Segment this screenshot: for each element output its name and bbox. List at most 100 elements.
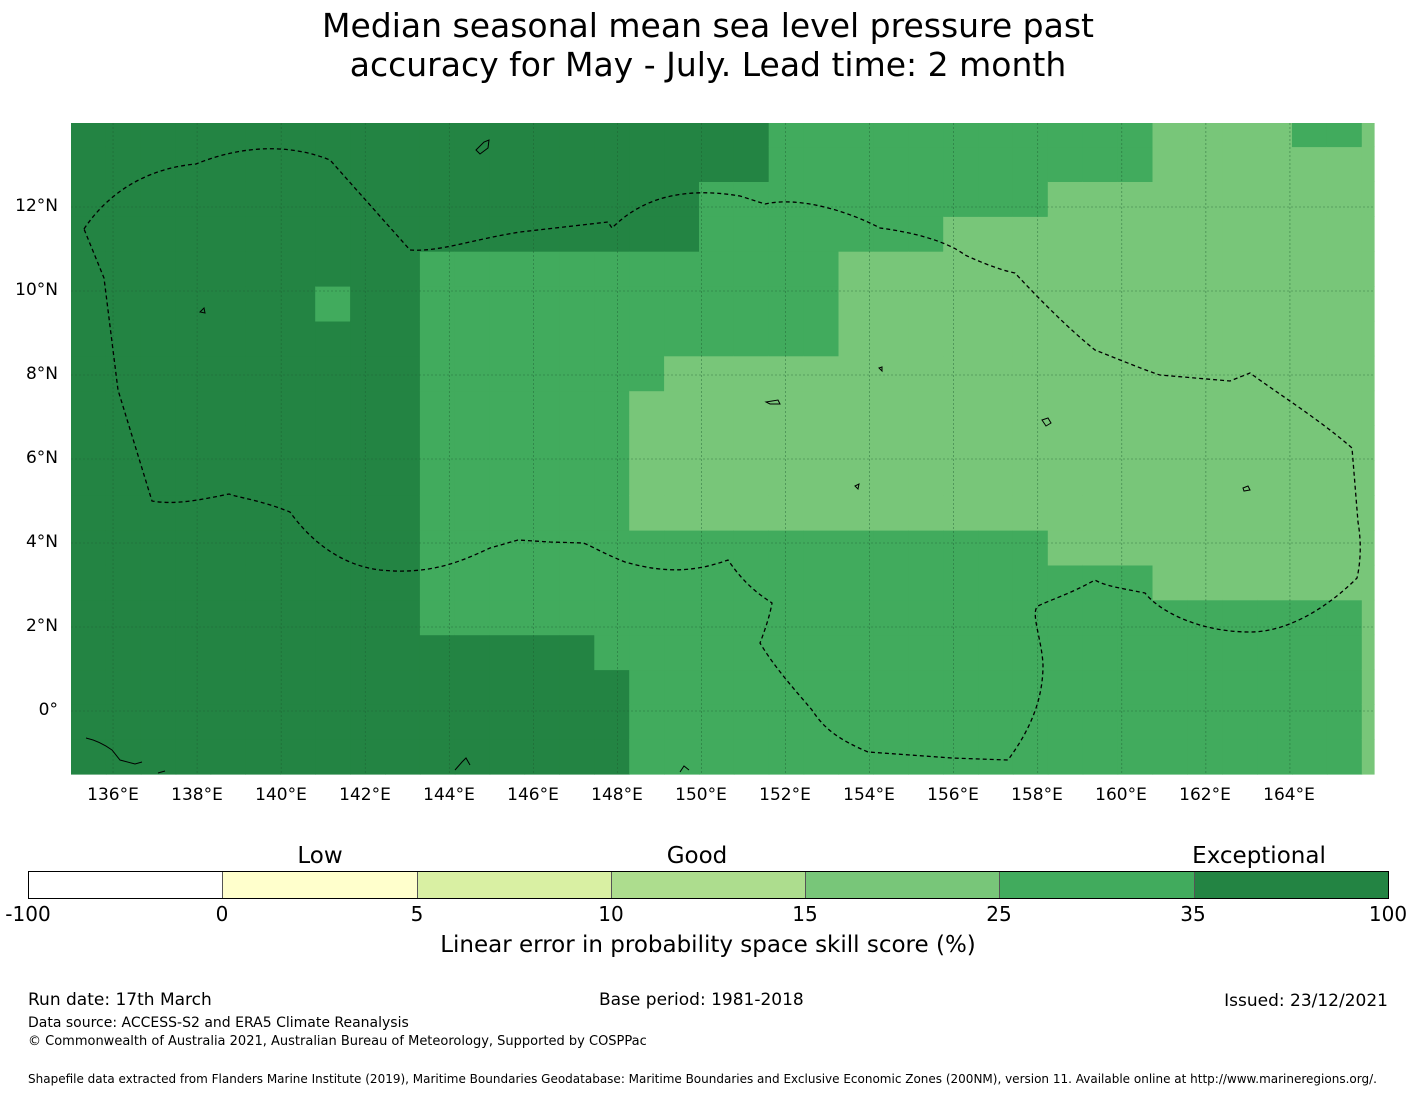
skill-cell (524, 669, 560, 705)
skill-cells (71, 123, 1375, 775)
skill-cell (803, 564, 840, 601)
skill-cell (1117, 530, 1154, 566)
skill-cell (454, 251, 491, 287)
skill-cell (559, 320, 595, 357)
skill-cell (419, 320, 456, 357)
skill-cell (1082, 320, 1119, 357)
skill-cell (943, 181, 979, 217)
skill-cell (559, 460, 595, 496)
lon-tick: 152°E (759, 785, 811, 805)
skill-cell (1222, 146, 1258, 182)
skill-cell (105, 123, 142, 148)
skill-cell (350, 216, 386, 252)
skill-cell (1152, 495, 1188, 531)
skill-cell (280, 460, 316, 496)
skill-cell (733, 599, 770, 636)
skill-cell (943, 634, 979, 671)
skill-cell (385, 123, 421, 148)
skill-cell (908, 460, 944, 496)
skill-cell (873, 669, 909, 705)
skill-cell (1187, 146, 1223, 182)
skill-cell (454, 123, 491, 148)
skill-cell (943, 599, 979, 636)
skill-cell (1152, 425, 1188, 461)
skill-cell (175, 460, 212, 496)
skill-cell (350, 355, 386, 392)
skill-cell (71, 425, 107, 461)
skill-cell (489, 251, 526, 287)
skill-cell (105, 495, 142, 531)
skill-cell (768, 286, 805, 322)
run-date: Run date: 17th March (28, 990, 212, 1010)
skill-cell (559, 495, 595, 531)
skill-cell (71, 146, 107, 182)
skill-cell (140, 181, 177, 217)
skill-cell (524, 599, 560, 636)
skill-cell (105, 355, 142, 392)
skill-cell (559, 704, 595, 740)
skill-cell (1361, 146, 1375, 182)
skill-cell (1361, 669, 1375, 705)
map-title-line-2: accuracy for May - July. Lead time: 2 mo… (349, 45, 1067, 84)
skill-cell (1117, 495, 1154, 531)
skill-cell (489, 123, 526, 148)
skill-cell (978, 123, 1014, 148)
skill-cell (1152, 704, 1188, 740)
skill-cell (350, 146, 386, 182)
skill-cell (524, 739, 560, 775)
lon-tick: 160°E (1095, 785, 1147, 805)
skill-cell (664, 704, 700, 740)
skill-cell (699, 251, 735, 287)
skill-cell (245, 123, 281, 148)
skill-cell (1361, 216, 1375, 252)
colorbar-tick: 10 (598, 902, 624, 926)
skill-cell (1117, 123, 1154, 148)
skill-cell (559, 355, 595, 392)
skill-cell (175, 146, 212, 182)
skill-cell (489, 425, 526, 461)
colorbar-tick: 15 (792, 902, 818, 926)
skill-cell (210, 146, 246, 182)
islands (85, 139, 1251, 774)
skill-cell (489, 599, 526, 636)
skill-cell (71, 181, 107, 217)
skill-cell (489, 181, 526, 217)
skill-cell (1047, 425, 1084, 461)
skill-cell (210, 634, 246, 671)
skill-cell (524, 634, 560, 671)
skill-cell (1361, 634, 1375, 671)
skill-cell (943, 425, 979, 461)
skill-cell (1222, 704, 1258, 740)
skill-cell (524, 320, 560, 357)
skill-cell (699, 704, 735, 740)
skill-cell (175, 564, 212, 601)
skill-cell (140, 495, 177, 531)
skill-cell (454, 669, 491, 705)
skill-cell (419, 495, 456, 531)
skill-cell (175, 181, 212, 217)
skill-cell (315, 355, 351, 392)
skill-cell (524, 286, 560, 322)
skill-cell (943, 564, 979, 601)
skill-cell (454, 216, 491, 252)
skill-cell (315, 390, 351, 426)
skill-cell (1012, 181, 1049, 217)
skill-cell (245, 669, 281, 705)
skill-cell (1326, 320, 1363, 357)
skill-cell (803, 146, 840, 182)
skill-cell (280, 564, 316, 601)
skill-cell (629, 251, 665, 287)
skill-cell (664, 669, 700, 705)
skill-cell (385, 704, 421, 740)
skill-cell (838, 320, 874, 357)
skill-cell (803, 355, 840, 392)
skill-cell (1152, 251, 1188, 287)
skill-cell (350, 123, 386, 148)
skill-cell (175, 704, 212, 740)
skill-cell (1152, 390, 1188, 426)
skill-cell (210, 390, 246, 426)
skill-cell (1187, 216, 1223, 252)
skill-cell (768, 460, 805, 496)
skill-cell (280, 390, 316, 426)
data-source: Data source: ACCESS-S2 and ERA5 Climate … (28, 1015, 409, 1031)
